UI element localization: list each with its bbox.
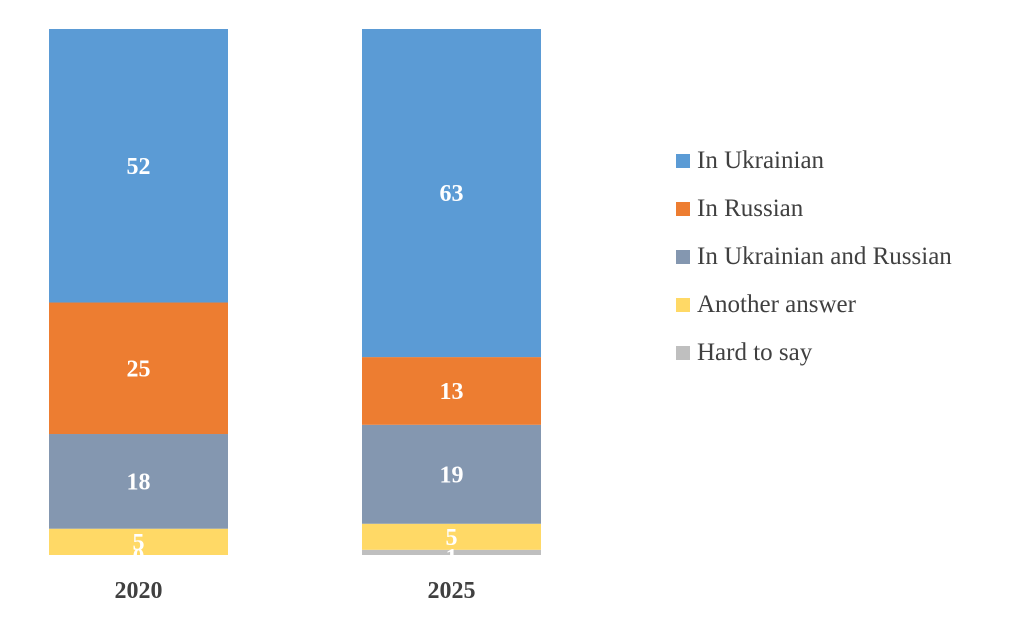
legend-item-in-russian: In Russian bbox=[676, 185, 952, 233]
bar-another-answer-2020 bbox=[49, 528, 228, 555]
data-label-hard-to-say-2025: 1 bbox=[446, 545, 458, 571]
data-label-another-answer-2020: 5 bbox=[133, 530, 145, 556]
bar-in-ukrainian-2025 bbox=[362, 29, 541, 358]
legend-item-in-ukrainian-and-russian: In Ukrainian and Russian bbox=[676, 233, 952, 281]
bar-in-ukrainian-and-russian-2025 bbox=[362, 424, 541, 524]
data-label-in-ukrainian-and-russian-2020: 18 bbox=[127, 469, 151, 495]
legend-swatch-hard-to-say bbox=[676, 346, 690, 360]
data-label-another-answer-2025: 5 bbox=[446, 525, 458, 551]
legend-item-another-answer: Another answer bbox=[676, 281, 952, 329]
data-label-in-russian-2025: 13 bbox=[440, 379, 464, 405]
legend-label-in-russian: In Russian bbox=[697, 195, 804, 222]
legend-label-in-ukrainian-and-russian: In Ukrainian and Russian bbox=[697, 243, 952, 270]
legend-swatch-another-answer bbox=[676, 298, 690, 312]
bar-another-answer-2025 bbox=[362, 523, 541, 550]
legend-swatch-in-russian bbox=[676, 202, 690, 216]
legend-item-hard-to-say: Hard to say bbox=[676, 329, 952, 377]
legend: In Ukrainian In Russian In Ukrainian and R… bbox=[676, 137, 952, 377]
bar-hard-to-say-2025 bbox=[362, 549, 541, 555]
bar-in-ukrainian-and-russian-2020 bbox=[49, 434, 228, 529]
legend-label-another-answer: Another answer bbox=[697, 291, 856, 318]
bar-in-russian-2020 bbox=[49, 302, 228, 435]
legend-item-in-ukrainian: In Ukrainian bbox=[676, 137, 952, 185]
data-label-in-ukrainian-and-russian-2025: 19 bbox=[440, 462, 464, 488]
legend-label-hard-to-say: Hard to say bbox=[697, 339, 813, 366]
legend-swatch-in-ukrainian-and-russian bbox=[676, 250, 690, 264]
data-label-hard-to-say-2020: 0 bbox=[133, 545, 145, 571]
category-labels-group: 2020 2025 bbox=[115, 578, 476, 604]
bars-group bbox=[49, 29, 541, 555]
data-label-in-ukrainian-2020: 52 bbox=[127, 154, 151, 180]
data-label-in-ukrainian-2025: 63 bbox=[440, 181, 464, 207]
bar-in-ukrainian-2020 bbox=[49, 29, 228, 303]
legend-swatch-in-ukrainian bbox=[676, 154, 690, 168]
category-label-2025: 2025 bbox=[428, 578, 476, 604]
legend-label-in-ukrainian: In Ukrainian bbox=[697, 147, 825, 174]
category-label-2020: 2020 bbox=[115, 578, 163, 604]
bar-in-russian-2025 bbox=[362, 357, 541, 425]
data-label-in-russian-2020: 25 bbox=[127, 356, 151, 382]
